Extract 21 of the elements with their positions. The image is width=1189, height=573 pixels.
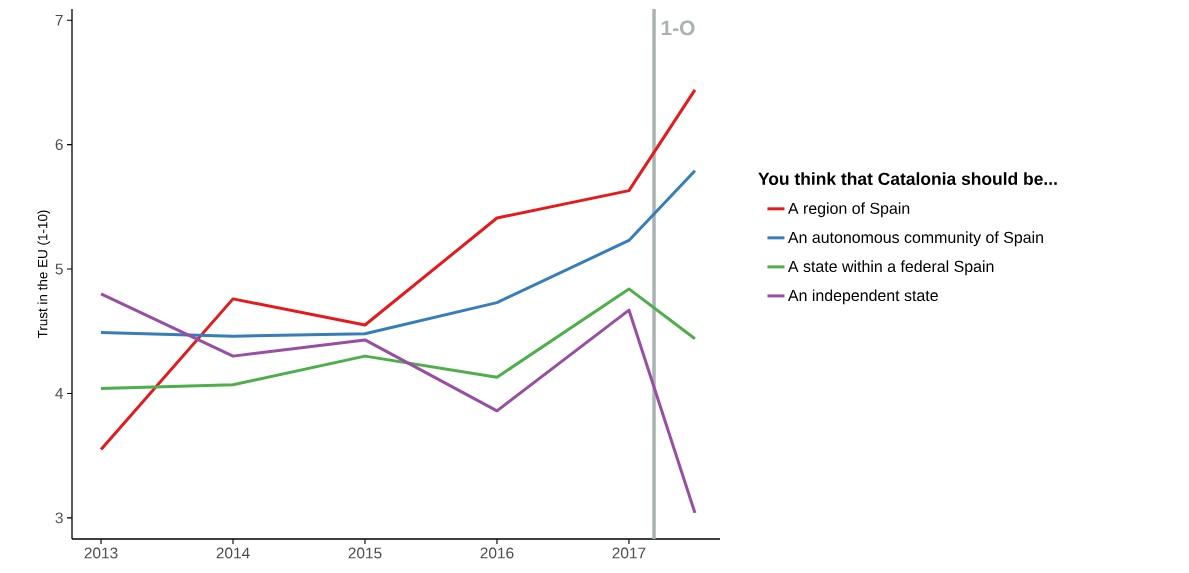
legend-label: A region of Spain [787, 202, 910, 218]
legend-title: You think that Catalonia should be... [758, 172, 1057, 185]
x-tick-label: 2014 [216, 547, 250, 559]
legend-label: A state within a federal Spain [787, 260, 994, 276]
legend-label: An autonomous community of Spain [787, 231, 1043, 247]
y-tick-label: 4 [55, 388, 64, 399]
ref-line-label: 1-O [661, 20, 695, 36]
line-series [99, 169, 697, 338]
y-axis-title: Trust in the EU (1-10) [37, 210, 51, 339]
line-series [99, 88, 697, 451]
line-series [99, 287, 697, 390]
y-tick-label: 3 [55, 512, 63, 524]
x-tick-label: 2013 [84, 547, 118, 559]
y-tick-label: 5 [55, 263, 63, 275]
y-tick-label: 6 [55, 139, 63, 151]
legend-label: An independent state [787, 289, 938, 305]
x-tick-label: 2017 [612, 547, 646, 559]
line-series [99, 292, 697, 515]
x-tick-label: 2016 [480, 547, 514, 559]
y-tick-label: 7 [55, 14, 63, 26]
x-tick-label: 2015 [348, 547, 382, 559]
